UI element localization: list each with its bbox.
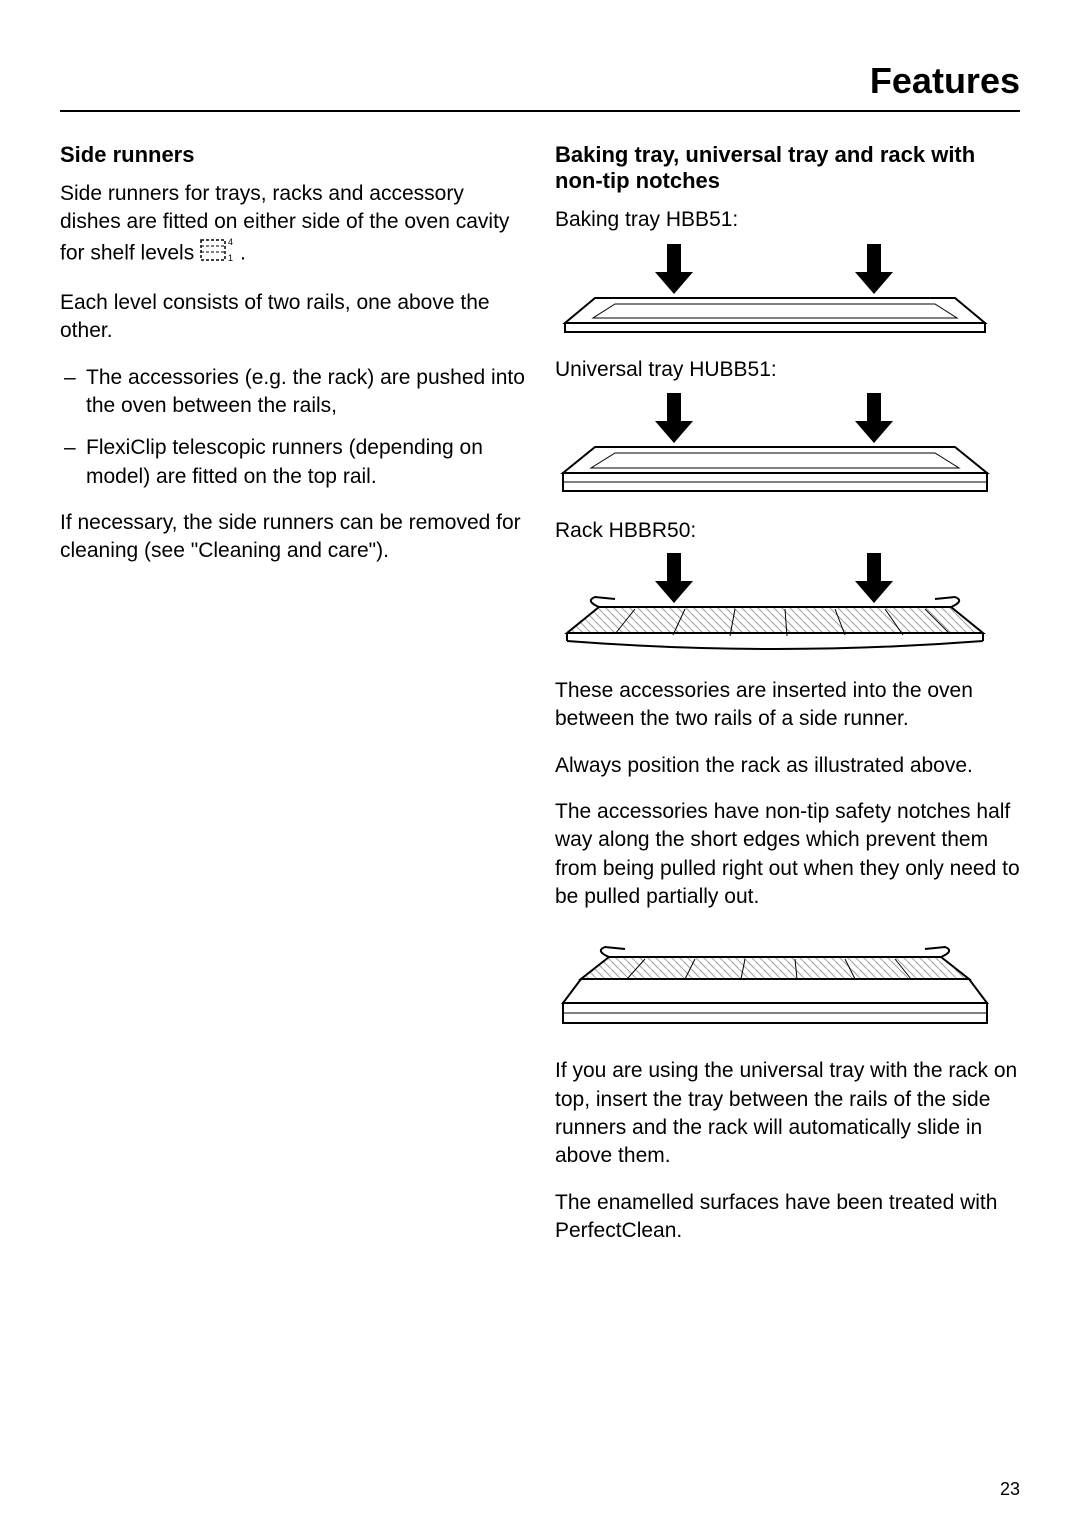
side-runners-heading: Side runners	[60, 142, 525, 168]
arrow-down-icon	[655, 393, 693, 443]
side-runners-intro: Side runners for trays, racks and access…	[60, 180, 525, 271]
trays-heading: Baking tray, universal tray and rack wit…	[555, 142, 1020, 194]
rack-figure	[555, 549, 1020, 659]
trays-paragraph: Always position the rack as illustrated …	[555, 752, 1020, 780]
shelf-top-label: 4	[228, 237, 233, 247]
universal-tray-figure	[555, 389, 1020, 499]
arrow-down-icon	[855, 393, 893, 443]
side-runners-list: The accessories (e.g. the rack) are push…	[60, 364, 525, 491]
side-runners-cleaning: If necessary, the side runners can be re…	[60, 509, 525, 566]
side-runners-intro-a: Side runners for trays, racks and access…	[60, 182, 509, 264]
universal-tray-label: Universal tray HUBB51:	[555, 356, 1020, 384]
trays-paragraph: The accessories have non-tip safety notc…	[555, 798, 1020, 911]
arrow-down-icon	[855, 553, 893, 603]
arrow-down-icon	[655, 553, 693, 603]
manual-page: Features Side runners Side runners for t…	[0, 0, 1080, 1530]
shelf-bottom-label: 1	[228, 253, 233, 263]
arrow-down-icon	[655, 244, 693, 294]
list-item: FlexiClip telescopic runners (depending …	[60, 434, 525, 491]
baking-tray-figure	[555, 238, 1020, 338]
baking-tray-label: Baking tray HBB51:	[555, 206, 1020, 234]
page-header: Features	[60, 60, 1020, 112]
rack-label: Rack HBBR50:	[555, 517, 1020, 545]
tray-with-rack-figure	[555, 929, 1020, 1039]
arrow-down-icon	[855, 244, 893, 294]
side-runners-rails: Each level consists of two rails, one ab…	[60, 289, 525, 346]
right-column: Baking tray, universal tray and rack wit…	[555, 142, 1020, 1264]
trays-paragraph: These accessories are inserted into the …	[555, 677, 1020, 734]
left-column: Side runners Side runners for trays, rac…	[60, 142, 525, 1264]
page-number: 23	[1000, 1479, 1020, 1500]
side-runners-intro-b: .	[240, 241, 246, 264]
trays-paragraph: If you are using the universal tray with…	[555, 1057, 1020, 1170]
list-item: The accessories (e.g. the rack) are push…	[60, 364, 525, 421]
page-title: Features	[60, 60, 1020, 102]
two-column-layout: Side runners Side runners for trays, rac…	[60, 142, 1020, 1264]
shelf-levels-icon: 4 1	[200, 237, 240, 271]
trays-paragraph: The enamelled surfaces have been treated…	[555, 1189, 1020, 1246]
